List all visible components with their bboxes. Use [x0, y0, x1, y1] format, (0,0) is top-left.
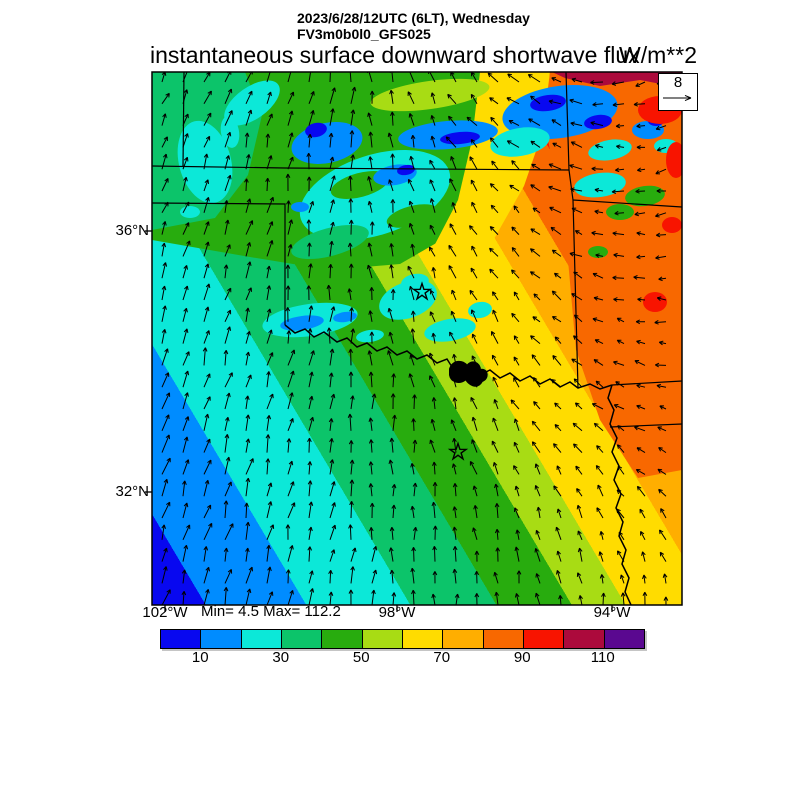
colorbar-tick-label: 10: [191, 649, 209, 666]
lon-label: 94°W: [593, 604, 631, 621]
lat-label: 32°N: [115, 483, 149, 500]
lake-marker: [449, 360, 488, 387]
map-field: [152, 72, 682, 605]
lat-label: 36°N: [115, 222, 149, 239]
colorbar: [160, 629, 645, 649]
colorbar-tick-label: 30: [272, 649, 290, 666]
colorbar-segment: [200, 630, 241, 648]
colorbar-segment: [482, 630, 523, 648]
colorbar-tick-label: 50: [352, 649, 370, 666]
lon-label: 102°W: [142, 604, 188, 621]
minmax-stats: Min= 4.5 Max= 112.2: [201, 603, 341, 620]
reference-vector-value: 8: [673, 74, 683, 91]
reference-vector-box: 8: [658, 73, 698, 111]
colorbar-tick-label: 70: [433, 649, 451, 666]
star-marker: [411, 281, 433, 301]
reference-vector-arrow-icon: [663, 94, 692, 102]
state-borders: [152, 72, 682, 428]
colorbar-segment: [240, 630, 281, 648]
valid-time-header: 2023/6/28/12UTC (6LT), Wednesday: [297, 10, 530, 26]
map-frame: [151, 71, 683, 606]
colorbar-segment: [321, 630, 362, 648]
star-marker: [447, 441, 469, 461]
colorbar-segment: [401, 630, 443, 648]
model-name-header: FV3m0b0l0_GFS025: [297, 26, 431, 42]
colorbar-segment: [361, 630, 402, 648]
colorbar-tick-label: 110: [590, 649, 615, 666]
axis-ticks: [145, 230, 613, 612]
colorbar-segment: [161, 630, 201, 648]
colorbar-segment: [563, 630, 604, 648]
lon-label: 98°W: [378, 604, 416, 621]
colorbar-tick-label: 90: [513, 649, 531, 666]
colorbar-segment: [603, 630, 644, 648]
units-label: W/m**2: [619, 42, 697, 68]
colorbar-segment: [522, 630, 564, 648]
wind-vectors: [161, 72, 669, 605]
map-plot: [145, 71, 683, 612]
colorbar-segment: [442, 630, 483, 648]
plot-title: instantaneous surface downward shortwave…: [150, 42, 640, 68]
colorbar-segment: [280, 630, 322, 648]
